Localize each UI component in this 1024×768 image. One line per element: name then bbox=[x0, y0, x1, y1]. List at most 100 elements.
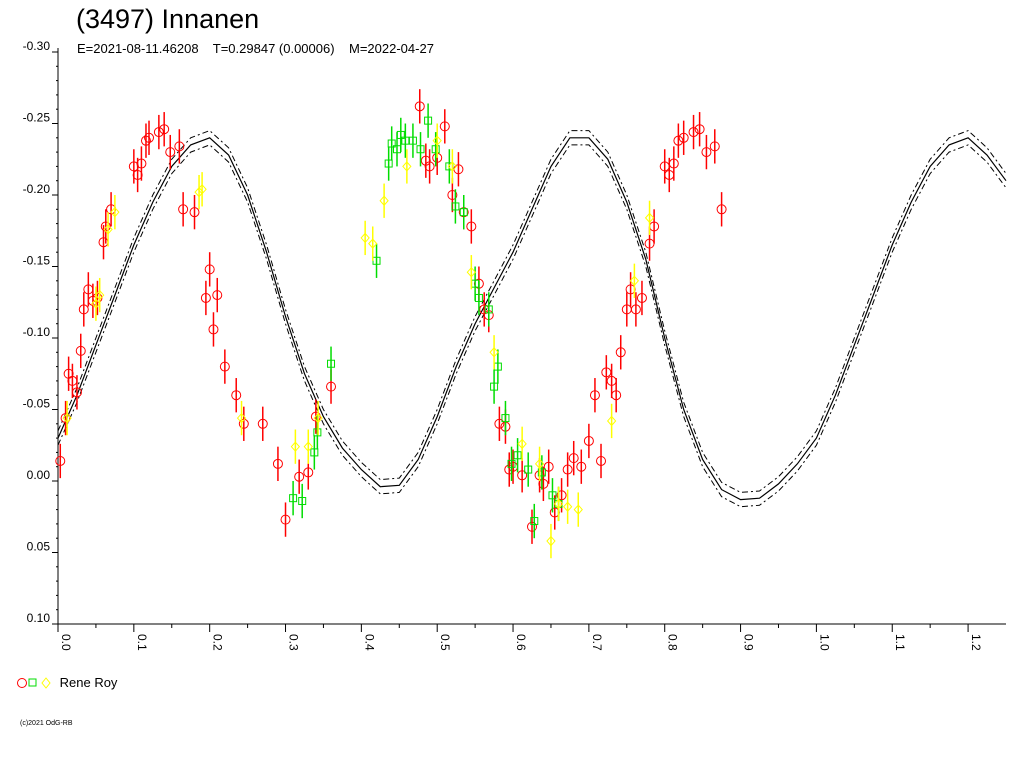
y-tick-label: 0.10 bbox=[27, 611, 51, 625]
data-point bbox=[178, 204, 189, 215]
data-point bbox=[189, 207, 200, 218]
x-tick-label: 0.1 bbox=[135, 634, 149, 651]
data-point bbox=[583, 435, 594, 446]
data-point bbox=[530, 517, 539, 526]
data-point bbox=[548, 491, 557, 500]
data-point bbox=[62, 412, 72, 424]
data-point bbox=[424, 116, 433, 125]
data-point bbox=[379, 195, 389, 206]
data-point bbox=[298, 497, 307, 506]
fit-curves bbox=[57, 130, 1007, 508]
data-point bbox=[327, 359, 336, 368]
y-tick-label: 0.05 bbox=[27, 540, 51, 554]
data-point bbox=[636, 292, 647, 303]
data-point bbox=[208, 324, 219, 335]
data-point bbox=[231, 390, 242, 401]
data-point bbox=[280, 514, 291, 525]
data-point bbox=[576, 461, 587, 472]
page-title: (3497) Innanen bbox=[76, 4, 260, 34]
data-point bbox=[573, 504, 583, 515]
data-point bbox=[384, 159, 393, 168]
data-point bbox=[140, 135, 151, 146]
x-tick-label: 1.0 bbox=[817, 634, 831, 651]
data-point bbox=[668, 158, 679, 169]
data-point bbox=[606, 415, 617, 427]
data-point bbox=[568, 453, 579, 464]
data-point bbox=[534, 458, 545, 470]
data-point bbox=[556, 490, 567, 501]
data-point bbox=[144, 132, 155, 143]
data-point bbox=[360, 232, 370, 244]
data-point bbox=[290, 441, 301, 452]
data-point bbox=[490, 382, 499, 391]
data-point bbox=[236, 412, 247, 424]
y-tick-label: -0.25 bbox=[23, 111, 51, 125]
legend-symbols bbox=[17, 676, 51, 689]
data-point bbox=[294, 471, 305, 482]
data-point bbox=[466, 221, 477, 232]
data-point bbox=[313, 412, 323, 424]
data-point bbox=[91, 298, 101, 309]
y-tick-label: -0.20 bbox=[23, 182, 51, 196]
data-point bbox=[489, 347, 499, 358]
data-point bbox=[562, 464, 573, 475]
y-tick-label: -0.30 bbox=[23, 39, 51, 53]
data-point bbox=[103, 224, 113, 235]
x-tick-label: 0.8 bbox=[666, 634, 680, 651]
data-point bbox=[694, 124, 705, 135]
data-point bbox=[78, 304, 89, 315]
data-point bbox=[272, 458, 283, 469]
data-point bbox=[159, 124, 170, 135]
data-point bbox=[524, 465, 533, 474]
data-point bbox=[630, 304, 641, 315]
legend-label: Rene Roy bbox=[59, 675, 118, 691]
legend-square-marker bbox=[28, 678, 37, 687]
y-tick-label: -0.05 bbox=[23, 397, 51, 411]
data-point bbox=[507, 459, 516, 468]
data-point bbox=[527, 521, 537, 532]
data-point bbox=[596, 455, 607, 466]
data-point bbox=[501, 414, 510, 423]
data-point bbox=[95, 289, 105, 301]
data-point bbox=[513, 451, 522, 460]
x-tick-label: 1.1 bbox=[893, 634, 907, 651]
legend-circle-marker bbox=[17, 677, 27, 688]
data-point bbox=[701, 147, 712, 158]
data-point bbox=[60, 413, 71, 424]
data-point bbox=[673, 135, 684, 146]
data-points bbox=[55, 89, 727, 559]
data-point bbox=[447, 190, 458, 200]
data-point bbox=[289, 494, 298, 503]
data-point bbox=[200, 292, 211, 303]
data-point bbox=[416, 145, 425, 154]
data-point bbox=[396, 130, 405, 139]
data-point bbox=[589, 390, 600, 401]
axes: -0.30 -0.25 -0.20 -0.15 -0.10 -0.05 0.00 0.05 0.… bbox=[23, 39, 1006, 651]
data-point bbox=[401, 136, 410, 145]
fit-curve bbox=[57, 137, 1007, 501]
data-point bbox=[257, 418, 268, 429]
data-point bbox=[517, 470, 528, 481]
data-point bbox=[709, 141, 720, 152]
x-tick-label: 0.4 bbox=[362, 634, 376, 651]
data-point bbox=[204, 264, 215, 275]
data-point bbox=[303, 441, 313, 452]
data-point bbox=[459, 208, 468, 217]
data-point bbox=[546, 535, 556, 547]
legend-diamond-marker bbox=[41, 676, 51, 689]
data-point bbox=[219, 361, 230, 372]
data-point bbox=[368, 238, 378, 249]
data-point bbox=[537, 468, 546, 477]
data-point bbox=[466, 266, 476, 278]
data-point bbox=[543, 461, 554, 472]
data-point bbox=[553, 498, 564, 510]
data-point bbox=[678, 132, 689, 143]
y-tick-label: -0.10 bbox=[23, 325, 51, 339]
data-point bbox=[644, 212, 655, 224]
x-tick-label: 0.6 bbox=[514, 634, 528, 651]
data-point bbox=[75, 345, 86, 356]
data-point bbox=[402, 161, 412, 172]
data-point bbox=[424, 161, 435, 172]
data-point bbox=[538, 478, 549, 489]
